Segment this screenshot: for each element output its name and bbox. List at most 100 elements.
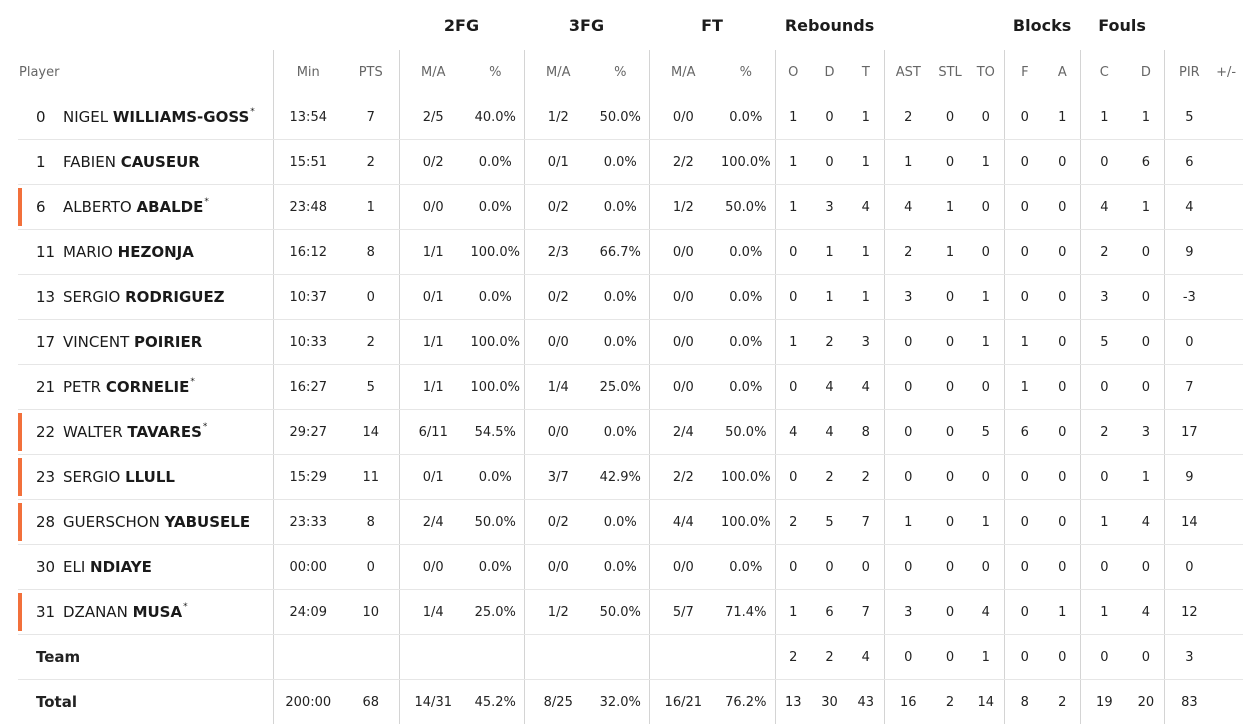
col-header-reb-d[interactable]: D — [824, 65, 835, 80]
stat-fg2-ma: 1/1 — [398, 229, 467, 275]
col-header-3fg-pct[interactable]: % — [614, 65, 627, 80]
player-first-name[interactable]: ELI — [63, 558, 86, 576]
player-row[interactable]: 31 DZANAN MUSA* 24:09 10 1/4 25.0% 1/2 50.0% 5/7… — [18, 589, 1243, 635]
player-first-name[interactable]: WALTER — [63, 423, 123, 441]
col-header-pir[interactable]: PIR — [1163, 50, 1215, 95]
player-number: 6 — [36, 198, 46, 216]
player-cell[interactable]: 17 VINCENT POIRIER — [18, 319, 273, 365]
player-cell[interactable]: 0 NIGEL WILLIAMS-GOSS* — [18, 95, 273, 140]
player-last-name[interactable]: RODRIGUEZ — [125, 288, 225, 306]
player-first-name[interactable]: DZANAN — [63, 603, 128, 621]
group-header-blocks: Blocks — [1012, 15, 1072, 35]
col-header-ft-ma[interactable]: M/A — [648, 50, 718, 95]
player-row[interactable]: 0 NIGEL WILLIAMS-GOSS* 13:54 7 2/5 40.0% 1/2 50… — [18, 95, 1243, 140]
stat-foul-d: 4 — [1128, 589, 1165, 635]
player-first-name[interactable]: SERGIO — [63, 288, 121, 306]
stat-fg3-ma: 0/2 — [523, 274, 593, 320]
player-last-name[interactable]: HEZONJA — [117, 243, 194, 261]
player-last-name[interactable]: YABUSELE — [164, 513, 251, 531]
stat-blk-a: 0 — [1045, 544, 1081, 590]
player-first-name[interactable]: ALBERTO — [63, 198, 132, 216]
player-last-name[interactable]: TAVARES — [127, 423, 202, 441]
col-header-2fg-pct[interactable]: % — [489, 65, 502, 80]
stat-reb-o: 1 — [774, 139, 812, 185]
player-cell[interactable]: 6 ALBERTO ABALDE* — [18, 184, 273, 230]
player-last-name[interactable]: NDIAYE — [90, 558, 152, 576]
col-header-blk-f[interactable]: F — [1003, 50, 1046, 95]
col-header-foul-c[interactable]: C — [1079, 50, 1129, 95]
player-cell[interactable]: 1 FABIEN CAUSEUR — [18, 139, 273, 185]
col-header-blk-a[interactable]: A — [1057, 65, 1067, 80]
stat-reb-d: 5 — [811, 499, 849, 545]
stat-pir: 12 — [1163, 589, 1215, 635]
stat-ft-ma: 5/7 — [648, 589, 718, 635]
col-header-stl[interactable]: STL — [938, 65, 962, 80]
player-row[interactable]: 13 SERGIO RODRIGUEZ 10:37 0 0/1 0.0% 0/2 0.0% 0/… — [18, 274, 1243, 320]
player-last-name[interactable]: CORNELIE — [105, 378, 190, 396]
player-row[interactable]: 28 GUERSCHON YABUSELE 23:33 8 2/4 50.0% 0/2 0.0… — [18, 499, 1243, 545]
stat-plusminus — [1214, 319, 1243, 365]
player-last-name[interactable]: POIRIER — [134, 333, 203, 351]
player-row[interactable]: 1 FABIEN CAUSEUR 15:51 2 0/2 0.0% 0/1 0.0% 2/2 10… — [18, 139, 1243, 185]
stat-fg2-pct: 100.0% — [467, 229, 525, 275]
player-last-name[interactable]: CAUSEUR — [120, 153, 200, 171]
player-first-name[interactable]: SERGIO — [63, 468, 121, 486]
stat-to: 1 — [968, 274, 1005, 320]
col-header-to[interactable]: TO — [976, 65, 995, 80]
col-header-foul-d[interactable]: D — [1140, 65, 1151, 80]
stat-fg2-pct: 50.0% — [467, 499, 525, 545]
player-row[interactable]: 11 MARIO HEZONJA 16:12 8 1/1 100.0% 2/3 66.7% 0/… — [18, 229, 1243, 275]
player-row[interactable]: 22 WALTER TAVARES* 29:27 14 6/11 54.5% 0/0 0.0%… — [18, 409, 1243, 455]
col-header-min[interactable]: Min — [272, 50, 343, 95]
stat-pts: 7 — [343, 95, 399, 140]
stat-ft-ma: 2/4 — [648, 409, 718, 455]
stat-blk-a: 0 — [1045, 319, 1081, 365]
player-row[interactable]: 6 ALBERTO ABALDE* 23:48 1 0/0 0.0% 0/2 0.0% 1/2 5… — [18, 184, 1243, 230]
stat-blk-f: 8 — [1003, 679, 1046, 724]
player-first-name[interactable]: NIGEL — [63, 108, 109, 126]
stat-blk-a: 1 — [1045, 95, 1081, 140]
player-first-name[interactable]: PETR — [63, 378, 102, 396]
stat-stl: 0 — [932, 454, 969, 500]
stat-foul-c: 3 — [1079, 274, 1129, 320]
stat-pir: 7 — [1163, 364, 1215, 410]
col-header-plusminus[interactable]: +/- — [1216, 65, 1237, 80]
stat-fg3-ma: 8/25 — [523, 679, 593, 724]
player-row[interactable]: 17 VINCENT POIRIER 10:33 2 1/1 100.0% 0/0 0.0% 0… — [18, 319, 1243, 365]
stat-pts: 5 — [343, 364, 399, 410]
player-cell[interactable]: 23 SERGIO LLULL — [18, 454, 273, 500]
stat-fg3-ma: 0/0 — [523, 409, 593, 455]
player-cell[interactable]: 11 MARIO HEZONJA — [18, 229, 273, 275]
col-header-3fg-ma[interactable]: M/A — [523, 50, 593, 95]
col-header-player[interactable]: Player — [19, 65, 60, 80]
player-first-name[interactable]: FABIEN — [63, 153, 116, 171]
player-last-name[interactable]: ABALDE — [136, 198, 204, 216]
player-last-name[interactable]: MUSA — [132, 603, 183, 621]
player-first-name[interactable]: GUERSCHON — [63, 513, 160, 531]
col-header-2fg-ma[interactable]: M/A — [398, 50, 467, 95]
col-header-reb-o[interactable]: O — [774, 50, 812, 95]
player-first-name[interactable]: MARIO — [63, 243, 113, 261]
player-cell[interactable]: 30 ELI NDIAYE — [18, 544, 273, 590]
player-cell[interactable]: 21 PETR CORNELIE* — [18, 364, 273, 410]
player-row[interactable]: 21 PETR CORNELIE* 16:27 5 1/1 100.0% 1/4 25.0% 0… — [18, 364, 1243, 410]
stat-pir: 14 — [1163, 499, 1215, 545]
stat-plusminus — [1214, 229, 1243, 275]
stat-pts: 1 — [343, 184, 399, 230]
col-header-ast[interactable]: AST — [883, 50, 933, 95]
player-last-name[interactable]: WILLIAMS-GOSS — [112, 108, 250, 126]
player-row[interactable]: 30 ELI NDIAYE 00:00 0 0/0 0.0% 0/0 0.0% 0/0 0.0% 0… — [18, 544, 1243, 590]
col-header-reb-t[interactable]: T — [861, 65, 870, 80]
col-header-pts[interactable]: PTS — [358, 65, 383, 80]
group-header-fouls: Fouls — [1098, 15, 1146, 35]
player-cell[interactable]: 13 SERGIO RODRIGUEZ — [18, 274, 273, 320]
player-cell[interactable]: 31 DZANAN MUSA* — [18, 589, 273, 635]
player-cell[interactable]: 22 WALTER TAVARES* — [18, 409, 273, 455]
player-first-name[interactable]: VINCENT — [63, 333, 130, 351]
stat-fg2-pct: 25.0% — [467, 589, 525, 635]
col-header-ft-pct[interactable]: % — [739, 65, 752, 80]
player-cell[interactable]: 28 GUERSCHON YABUSELE — [18, 499, 273, 545]
player-last-name[interactable]: LLULL — [125, 468, 175, 486]
player-row[interactable]: 23 SERGIO LLULL 15:29 11 0/1 0.0% 3/7 42.9% 2/2 1… — [18, 454, 1243, 500]
stat-foul-c: 2 — [1079, 409, 1129, 455]
